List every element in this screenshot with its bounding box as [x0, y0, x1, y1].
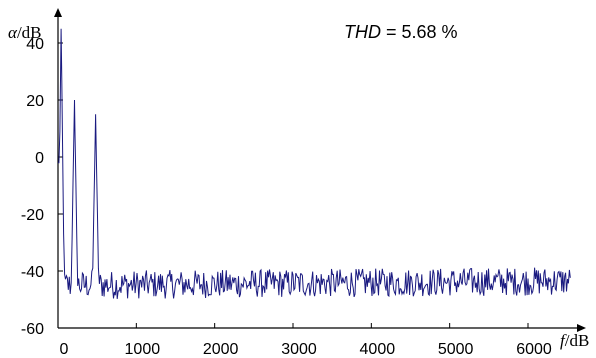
- y-tick-label: 0: [35, 150, 44, 167]
- x-ticks: 0 1000 2000 3000 4000 5000 6000: [57, 323, 552, 358]
- x-tick-label: 2000: [203, 341, 239, 358]
- y-tick-label: -60: [21, 321, 44, 338]
- y-tick-label: 20: [26, 93, 44, 110]
- x-tick-label: 4000: [360, 341, 396, 358]
- y-tick-label: -40: [21, 264, 44, 281]
- x-tick-label: 6000: [516, 341, 552, 358]
- x-tick-label: 0: [60, 341, 69, 358]
- x-axis-label: f/dB: [560, 331, 589, 350]
- x-tick-label: 1000: [125, 341, 161, 358]
- spectrum-line: [58, 28, 571, 299]
- y-ticks: -60 -40 -20 0 20 40: [21, 36, 63, 338]
- x-tick-label: 5000: [438, 341, 474, 358]
- y-tick-label: 40: [26, 36, 44, 53]
- thd-annotation: THD = 5.68 %: [344, 22, 458, 42]
- y-tick-label: -20: [21, 207, 44, 224]
- y-axis-label: α/dB: [8, 23, 42, 42]
- x-tick-label: 3000: [281, 341, 317, 358]
